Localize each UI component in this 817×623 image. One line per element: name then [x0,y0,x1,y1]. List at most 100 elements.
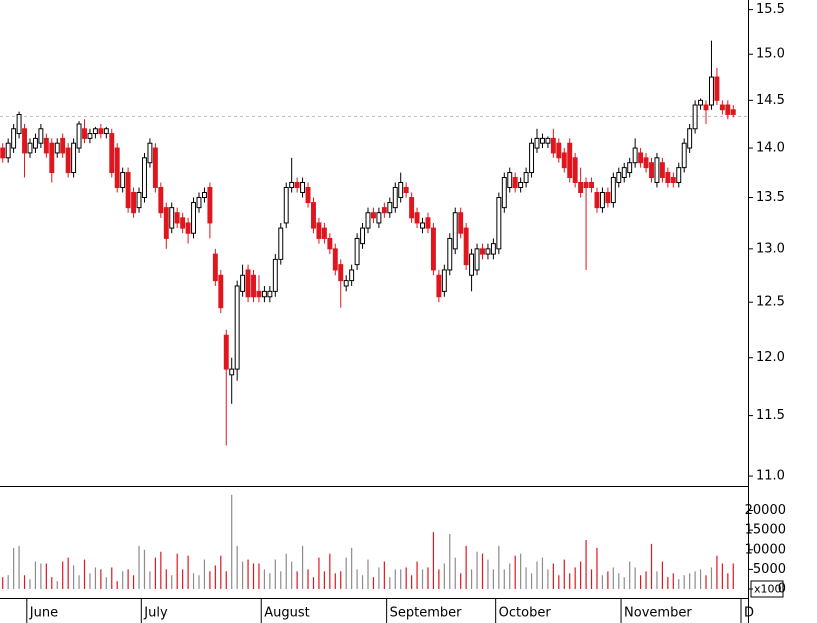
candle-body [550,137,556,154]
candle-body [420,222,425,229]
candle-body [430,227,436,271]
candle-body [114,147,120,188]
candle-body [196,197,202,209]
candle-body [229,368,235,376]
candle-body [38,128,44,144]
candle-body [703,104,709,111]
candle-body [109,133,115,174]
candle-body [147,142,153,164]
candle-body [539,137,545,144]
month-label: September [390,606,463,621]
volume-tick-label: 15000 [745,523,786,538]
candle-body [0,147,6,159]
candle-body [719,104,725,111]
candle-body [338,264,344,282]
candle-body [180,217,186,229]
candle-body [665,172,671,183]
candle-body [125,172,131,209]
candle-body [349,269,355,282]
candle-body [289,181,295,188]
candle-body [5,142,11,159]
candle-body [599,191,605,209]
candle-body [501,177,507,209]
candle-body [507,172,513,188]
candle-body [610,177,616,204]
candle-body [103,128,109,135]
price-tick-label: 12.0 [756,350,785,365]
candle-body [294,181,300,188]
candle-body [212,253,218,282]
month-label: D [744,606,754,621]
candle-body [692,104,698,130]
candle-body [632,147,638,164]
volume-tick-label: 20000 [745,503,786,518]
price-tick-label: 11.0 [756,469,785,484]
candle-body [376,212,382,224]
candle-body [398,181,404,199]
candle-body [409,197,415,219]
month-label: August [264,606,310,621]
candle-body [142,157,147,199]
candle-body [523,172,529,183]
candle-body [518,181,524,188]
candle-body [311,202,316,229]
candle-body [654,157,660,183]
candle-body [354,237,360,266]
candle-body [261,290,267,298]
candle-body [163,207,169,239]
candle-body [245,269,251,298]
candle-body [16,113,22,135]
candle-body [687,128,693,149]
month-label: July [143,606,168,621]
candle-body [76,123,82,149]
candle-body [643,157,649,169]
candle-body [469,253,475,276]
candle-body [392,186,398,209]
candle-body [616,172,622,183]
candle-body [463,227,469,266]
candle-body [321,227,327,239]
candle-body [403,186,409,193]
volume-tick-label: 0 [778,581,786,596]
candle-body [43,137,49,154]
candle-body [370,212,376,219]
candle-body [529,142,535,174]
candle-body [627,162,633,174]
candle-body [725,104,731,115]
candle-body [458,212,464,234]
price-tick-label: 15.5 [756,2,785,17]
candle-body [185,222,191,234]
candle-body [512,177,518,188]
candle-body [32,137,38,149]
candle-body [300,181,306,193]
candle-body [343,280,349,287]
candle-body [360,227,366,245]
candle-body [120,172,126,188]
candle-body [240,274,246,292]
candle-body [272,258,278,292]
price-tick-label: 15.0 [756,47,785,62]
price-tick-label: 13.0 [756,241,785,256]
candle-body [556,142,562,159]
candle-body [332,248,338,271]
candle-body [534,137,540,149]
candle-body [572,157,578,183]
candle-body [152,147,158,188]
candle-body [496,197,502,250]
candle-body [605,191,611,204]
candle-body [730,109,736,115]
candle-body [698,99,704,106]
candle-body [191,202,197,234]
candle-body [60,137,66,154]
candle-body [480,248,485,255]
candle-body [676,167,682,183]
candle-body [425,217,431,229]
candle-body [381,207,387,214]
candle-body [387,202,393,214]
price-tick-label: 14.5 [756,93,785,108]
candle-body [136,191,142,209]
candle-body [256,290,262,298]
candle-body [92,128,98,135]
candle-body [589,181,594,188]
